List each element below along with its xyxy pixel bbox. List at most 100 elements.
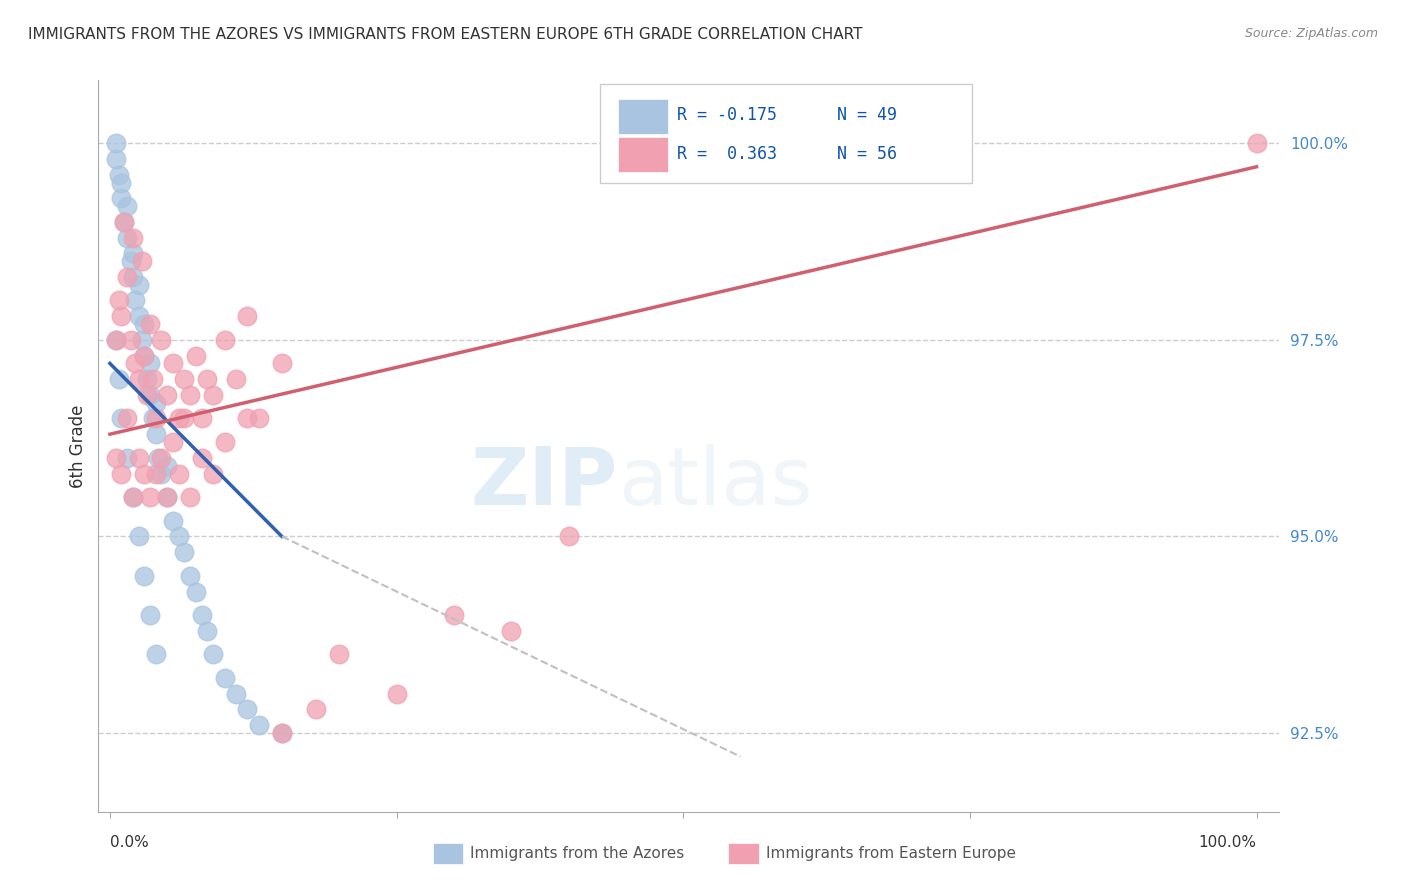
FancyBboxPatch shape <box>619 136 668 171</box>
Point <box>162 435 184 450</box>
Point <box>156 458 179 473</box>
Point <box>108 372 131 386</box>
Text: IMMIGRANTS FROM THE AZORES VS IMMIGRANTS FROM EASTERN EUROPE 6TH GRADE CORRELATI: IMMIGRANTS FROM THE AZORES VS IMMIGRANTS… <box>28 27 863 42</box>
Point <box>247 411 270 425</box>
Text: 100.0%: 100.0% <box>1198 835 1257 850</box>
Text: Immigrants from Eastern Europe: Immigrants from Eastern Europe <box>766 847 1015 862</box>
Point <box>179 490 201 504</box>
Point <box>156 388 179 402</box>
Point <box>214 435 236 450</box>
Point <box>162 514 184 528</box>
FancyBboxPatch shape <box>433 843 464 864</box>
Point <box>190 608 212 623</box>
Point <box>385 687 408 701</box>
Point <box>328 648 350 662</box>
Point <box>134 317 156 331</box>
Point <box>214 333 236 347</box>
Point <box>142 411 165 425</box>
Point <box>115 199 138 213</box>
Point <box>110 467 132 481</box>
Point <box>150 333 173 347</box>
Point <box>225 687 247 701</box>
Point <box>195 624 218 638</box>
Point <box>150 467 173 481</box>
FancyBboxPatch shape <box>619 99 668 134</box>
Point <box>214 671 236 685</box>
Point <box>115 269 138 284</box>
Point <box>110 176 132 190</box>
Point <box>156 490 179 504</box>
Point <box>270 356 292 370</box>
Point <box>104 333 127 347</box>
Point <box>104 136 127 151</box>
Point <box>142 372 165 386</box>
Point <box>128 277 150 292</box>
Text: 0.0%: 0.0% <box>110 835 149 850</box>
FancyBboxPatch shape <box>728 843 759 864</box>
Point <box>115 230 138 244</box>
Point <box>108 168 131 182</box>
Point <box>202 648 225 662</box>
Point <box>202 388 225 402</box>
Point <box>128 310 150 324</box>
Point <box>108 293 131 308</box>
Point <box>236 411 259 425</box>
Point <box>270 726 292 740</box>
Point <box>112 215 135 229</box>
Text: N = 56: N = 56 <box>837 145 897 163</box>
Point <box>139 317 162 331</box>
Point <box>270 726 292 740</box>
Y-axis label: 6th Grade: 6th Grade <box>69 404 87 488</box>
Point <box>104 152 127 166</box>
Point <box>145 648 167 662</box>
Point <box>173 411 195 425</box>
Point <box>134 349 156 363</box>
Point <box>135 388 157 402</box>
Point <box>134 467 156 481</box>
Point <box>121 490 143 504</box>
Point <box>134 349 156 363</box>
Point <box>225 372 247 386</box>
Point <box>124 356 146 370</box>
Point <box>139 608 162 623</box>
Text: atlas: atlas <box>619 443 813 522</box>
Point <box>120 333 142 347</box>
Point <box>190 450 212 465</box>
Point <box>135 372 157 386</box>
Point <box>236 310 259 324</box>
Point <box>121 246 143 260</box>
Point <box>120 254 142 268</box>
Text: N = 49: N = 49 <box>837 106 897 124</box>
Point <box>162 356 184 370</box>
Point <box>131 254 153 268</box>
Point <box>139 490 162 504</box>
Point <box>184 584 207 599</box>
Point <box>173 545 195 559</box>
Point <box>1246 136 1268 151</box>
Point <box>247 718 270 732</box>
Point <box>121 269 143 284</box>
Point <box>124 293 146 308</box>
Point <box>110 310 132 324</box>
Point <box>128 529 150 543</box>
Point <box>145 427 167 442</box>
Point <box>145 411 167 425</box>
Point <box>121 230 143 244</box>
Point <box>128 372 150 386</box>
Point <box>173 372 195 386</box>
Point <box>104 333 127 347</box>
Point <box>115 411 138 425</box>
Point <box>167 529 190 543</box>
Point <box>139 388 162 402</box>
Point <box>195 372 218 386</box>
Point <box>443 608 465 623</box>
Text: Source: ZipAtlas.com: Source: ZipAtlas.com <box>1244 27 1378 40</box>
Point <box>150 450 173 465</box>
Point <box>146 450 169 465</box>
FancyBboxPatch shape <box>600 84 973 183</box>
Point <box>167 411 190 425</box>
Point <box>145 467 167 481</box>
Point <box>115 450 138 465</box>
Text: Immigrants from the Azores: Immigrants from the Azores <box>471 847 685 862</box>
Text: R =  0.363: R = 0.363 <box>678 145 778 163</box>
